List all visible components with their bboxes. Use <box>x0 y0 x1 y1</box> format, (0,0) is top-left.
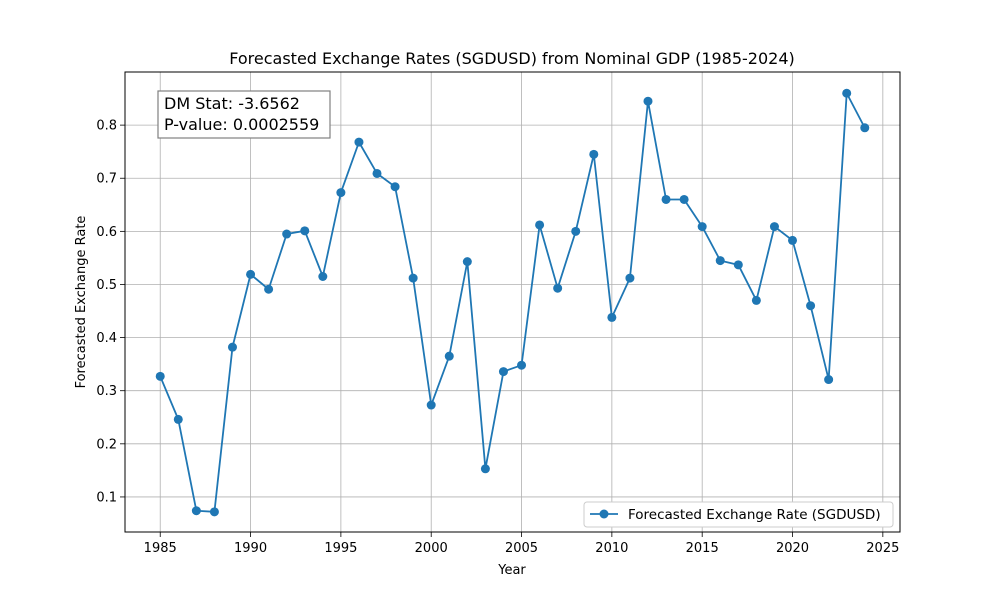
data-point <box>264 284 274 294</box>
data-point <box>733 260 743 270</box>
data-point <box>517 360 527 370</box>
y-tick-label: 0.5 <box>96 278 117 293</box>
y-tick-label: 0.6 <box>96 225 117 240</box>
data-point <box>246 269 256 279</box>
data-point <box>354 137 364 147</box>
data-point <box>607 312 617 322</box>
data-point <box>806 301 816 311</box>
data-point <box>769 222 779 232</box>
data-point <box>589 149 599 159</box>
x-axis-ticks: 1985 1990 1995 2000 2005 2010 2015 2020 2025 <box>144 532 899 556</box>
data-point <box>679 194 689 204</box>
data-point <box>860 123 870 133</box>
legend-box <box>583 501 894 528</box>
legend-entry: Forecasted Exchange Rate (SGDUSD) <box>628 507 881 523</box>
p-value-text: P-value: 0.0002559 <box>164 115 319 134</box>
y-tick-label: 0.1 <box>96 490 117 505</box>
y-tick-label: 0.4 <box>96 331 117 346</box>
data-point <box>282 229 292 239</box>
x-tick-label: 2015 <box>686 541 719 556</box>
data-point <box>336 188 346 198</box>
data-point <box>300 226 310 236</box>
x-tick-label: 2025 <box>866 541 899 556</box>
y-tick-label: 0.2 <box>96 437 117 452</box>
legend: Forecasted Exchange Rate (SGDUSD) <box>583 501 894 528</box>
data-point <box>227 342 237 352</box>
x-tick-label: 1990 <box>234 541 267 556</box>
data-point <box>390 182 400 192</box>
data-point <box>842 88 852 98</box>
data-point <box>643 96 653 106</box>
stat-box <box>157 90 331 139</box>
x-tick-label: 1985 <box>144 541 177 556</box>
data-point <box>661 194 671 204</box>
y-axis-ticks: 0.1 0.2 0.3 0.4 0.5 0.6 0.7 0.8 <box>96 119 125 505</box>
y-axis-label: Forecasted Exchange Rate <box>74 216 89 389</box>
data-point <box>408 273 418 283</box>
x-tick-label: 2010 <box>595 541 628 556</box>
data-point <box>498 367 508 377</box>
series-layer <box>155 88 870 517</box>
plot-frame <box>124 71 901 533</box>
data-point <box>625 273 635 283</box>
stat-annotation: DM Stat: -3.6562 P-value: 0.0002559 <box>157 90 331 139</box>
data-point <box>751 295 761 305</box>
x-tick-label: 2005 <box>505 541 538 556</box>
data-point <box>788 235 798 245</box>
data-point <box>426 400 436 410</box>
x-tick-label: 1995 <box>324 541 357 556</box>
data-point <box>697 222 707 232</box>
data-point <box>715 256 725 266</box>
data-point <box>209 507 219 517</box>
data-point <box>444 351 454 361</box>
data-point <box>191 506 201 516</box>
series-line <box>159 92 866 513</box>
legend-marker-swatch <box>599 509 609 519</box>
plot-area <box>125 72 900 532</box>
chart-title: Forecasted Exchange Rates (SGDUSD) from … <box>229 49 795 68</box>
y-tick-label: 0.3 <box>96 384 117 399</box>
data-point <box>462 257 472 267</box>
y-tick-label: 0.8 <box>96 119 117 134</box>
y-tick-label: 0.7 <box>96 172 117 187</box>
data-point <box>824 375 834 385</box>
dm-stat-text: DM Stat: -3.6562 <box>164 94 300 113</box>
data-point <box>480 464 490 474</box>
grid-lines <box>125 72 900 532</box>
x-axis-label: Year <box>497 563 526 578</box>
data-point <box>318 272 328 282</box>
x-tick-label: 2000 <box>415 541 448 556</box>
data-point <box>553 283 563 293</box>
data-point <box>535 220 545 230</box>
data-point <box>571 226 581 236</box>
data-point <box>372 168 382 178</box>
x-tick-label: 2020 <box>776 541 809 556</box>
data-point <box>173 414 183 424</box>
data-point <box>155 371 165 381</box>
